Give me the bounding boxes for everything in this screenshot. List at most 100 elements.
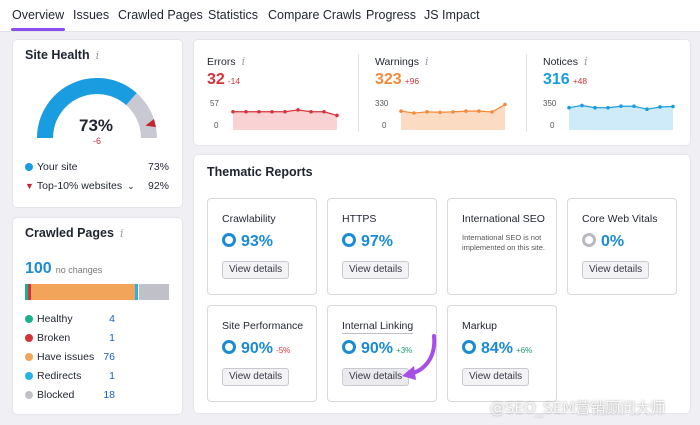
warnings-ymin: 0	[382, 121, 387, 130]
chevron-down-icon[interactable]: ⌄	[127, 181, 135, 191]
notices-value[interactable]: 316 +48	[543, 71, 587, 89]
report-name: International SEO	[462, 213, 545, 225]
blocked-count[interactable]: 18	[103, 389, 115, 401]
row-label: Redirects	[37, 370, 82, 382]
info-icon[interactable]: i	[119, 227, 124, 240]
report-card-internal-linking[interactable]: Internal Linking 90% +3% View details	[327, 305, 437, 402]
progress-ring-icon	[342, 233, 356, 247]
list-item: Blocked	[25, 389, 74, 401]
sparkline-point[interactable]	[567, 105, 571, 110]
info-icon[interactable]: i	[424, 55, 429, 68]
list-item: Have issues	[25, 351, 94, 363]
report-card-crawlability[interactable]: Crawlability 93% View details	[207, 198, 317, 295]
sparkline-point[interactable]	[606, 105, 610, 110]
tab-statistics[interactable]: Statistics	[208, 8, 259, 22]
tab-overview[interactable]: Overview	[10, 8, 66, 31]
sparkline-point[interactable]	[257, 109, 261, 114]
sparkline-point[interactable]	[425, 110, 429, 114]
broken-count[interactable]: 1	[109, 332, 115, 344]
list-item: Redirects	[25, 370, 81, 382]
crawled-pages-bar	[25, 284, 169, 300]
sparkline-point[interactable]	[451, 110, 455, 114]
sparkline-point[interactable]	[231, 109, 235, 114]
have-issues-count[interactable]: 76	[103, 351, 115, 363]
report-score-value: 0%	[601, 233, 625, 250]
sparkline-point[interactable]	[632, 104, 636, 109]
crawled-pages-card: Crawled Pages i 100 no changes Healthy 4 B…	[13, 218, 182, 414]
sparkline-point[interactable]	[593, 105, 597, 110]
report-card-international-seo[interactable]: International SEO International SEO is n…	[447, 198, 557, 295]
view-details-button[interactable]: View details	[222, 261, 290, 279]
errors-delta: -14	[227, 76, 241, 86]
tab-crawled-pages[interactable]: Crawled Pages	[118, 8, 203, 22]
broken-dot-icon	[25, 334, 33, 342]
triangle-down-icon: ▼	[25, 181, 34, 191]
report-score: 0%	[582, 233, 624, 251]
redirects-count[interactable]: 1	[109, 370, 115, 382]
sparkline-point[interactable]	[335, 113, 339, 118]
view-details-button[interactable]: View details	[462, 368, 530, 386]
errors-ymin: 0	[214, 121, 219, 130]
warnings-label-text: Warnings	[375, 56, 419, 68]
site-health-card: Site Health i 73% -6 Your site 73% ▼ Top-1…	[13, 40, 182, 207]
sparkline-point[interactable]	[671, 104, 675, 109]
sparkline-point[interactable]	[244, 109, 248, 114]
legend-top10-value: 92%	[147, 180, 169, 192]
info-icon[interactable]: i	[584, 55, 588, 68]
tab-js-impact[interactable]: JS Impact	[424, 8, 480, 22]
sparkline-point[interactable]	[309, 109, 313, 114]
sparkline-point[interactable]	[580, 103, 584, 108]
row-label: Have issues	[37, 351, 95, 363]
sparkline-area	[401, 104, 505, 130]
view-details-button[interactable]: View details	[342, 261, 410, 279]
info-icon[interactable]: i	[95, 49, 100, 62]
info-icon[interactable]: i	[241, 55, 246, 68]
sparkline-point[interactable]	[503, 102, 507, 107]
healthy-count[interactable]: 4	[109, 313, 115, 325]
sparkline-point[interactable]	[283, 109, 287, 114]
report-score-value: 97%	[361, 233, 394, 250]
tab-progress[interactable]: Progress	[366, 8, 417, 22]
bar-segment-blocked	[139, 284, 169, 300]
view-details-button[interactable]: View details	[222, 368, 290, 386]
sparkline-point[interactable]	[477, 109, 481, 113]
bar-segment-gap	[138, 284, 139, 300]
report-note: International SEO is not implemented on …	[462, 233, 545, 252]
report-tabs: Overview Issues Crawled Pages Statistics…	[0, 0, 700, 32]
sparkline-point[interactable]	[412, 111, 416, 115]
report-card-markup[interactable]: Markup 84% +6% View details	[447, 305, 557, 402]
crawled-pages-total[interactable]: 100 no changes	[25, 260, 102, 278]
sparkline-point[interactable]	[399, 109, 403, 113]
report-score-value: 93%	[241, 233, 274, 250]
view-details-button[interactable]: View details	[582, 261, 650, 279]
tab-issues[interactable]: Issues	[73, 8, 110, 22]
warnings-delta: +96	[404, 76, 420, 86]
sparkline-point[interactable]	[490, 110, 494, 114]
sparkline-point[interactable]	[658, 105, 662, 109]
tab-compare-crawls[interactable]: Compare Crawls	[268, 8, 362, 22]
progress-ring-icon	[582, 233, 596, 247]
report-card-site-performance[interactable]: Site Performance 90% -5% View details	[207, 305, 317, 402]
sparkline-point[interactable]	[645, 107, 649, 111]
notices-count: 316	[543, 71, 570, 88]
warnings-value[interactable]: 323 +96	[375, 71, 419, 89]
warnings-count: 323	[375, 71, 402, 88]
sparkline-point[interactable]	[296, 108, 300, 112]
report-card-https[interactable]: HTTPS 97% View details	[327, 198, 437, 295]
sparkline-point[interactable]	[322, 109, 326, 114]
crawled-pages-title-text: Crawled Pages	[25, 226, 114, 240]
errors-count: 32	[207, 71, 225, 88]
sparkline-point[interactable]	[438, 110, 442, 115]
errors-value[interactable]: 32 -14	[207, 71, 240, 89]
site-health-title: Site Health i	[25, 48, 99, 62]
crawled-pages-note: no changes	[55, 265, 103, 275]
errors-sparkline	[231, 108, 339, 130]
sparkline-point[interactable]	[619, 104, 623, 109]
report-card-core-web-vitals[interactable]: Core Web Vitals 0% View details	[567, 198, 677, 295]
sparkline-point[interactable]	[270, 109, 274, 114]
report-score-value: 84%	[481, 340, 514, 357]
bar-segment-redirects	[135, 284, 138, 300]
legend-top10[interactable]: ▼ Top-10% websites ⌄	[25, 180, 135, 192]
sparkline-point[interactable]	[464, 109, 468, 113]
report-score: 97%	[342, 233, 393, 251]
